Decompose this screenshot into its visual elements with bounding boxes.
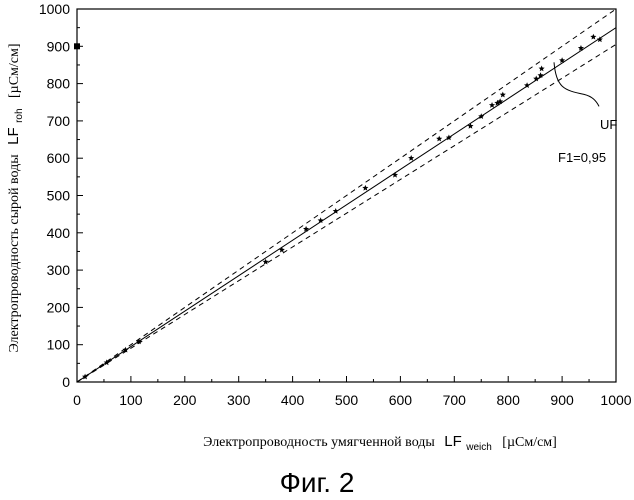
plot-area: 0 100 200 300 400 500 600 700 800 900 1000 0 100 200 3… bbox=[39, 1, 632, 408]
y-axis-title-symbol: LF bbox=[5, 127, 22, 145]
data-point bbox=[392, 172, 398, 178]
annotation-f1: F1=0,95 bbox=[558, 150, 606, 165]
x-tick-label: 400 bbox=[281, 392, 305, 408]
data-point bbox=[467, 123, 473, 129]
x-axis-title-symbol: LF bbox=[444, 433, 462, 450]
y-axis-title-subscript: roh bbox=[14, 108, 25, 122]
data-point bbox=[489, 102, 495, 108]
data-point bbox=[408, 155, 414, 161]
data-point-square bbox=[74, 43, 80, 49]
x-tick-label: 200 bbox=[173, 392, 197, 408]
y-axis-title-text: Электропроводность сырой воды bbox=[7, 154, 22, 353]
data-point bbox=[303, 226, 309, 232]
data-point bbox=[500, 92, 506, 98]
y-tick-label: 500 bbox=[47, 188, 71, 204]
y-tick-label: 600 bbox=[47, 150, 71, 166]
figure-caption: Фиг. 2 bbox=[280, 467, 355, 498]
x-tick-label: 0 bbox=[73, 392, 81, 408]
x-tick-label: 300 bbox=[227, 392, 251, 408]
y-tick-label: 400 bbox=[47, 225, 71, 241]
y-tick-label: 0 bbox=[62, 374, 70, 390]
annotation-uf: UF bbox=[600, 117, 617, 132]
x-tick-label: 600 bbox=[389, 392, 413, 408]
y-tick-label: 300 bbox=[47, 262, 71, 278]
y-axis-title: Электропроводность сырой воды LF roh [µС… bbox=[5, 43, 26, 352]
x-axis-title-text: Электропроводность умягченной воды bbox=[203, 435, 435, 450]
x-tick-label: 100 bbox=[119, 392, 143, 408]
x-tick-label: 700 bbox=[443, 392, 467, 408]
data-point bbox=[279, 247, 285, 253]
x-axis-title: Электропроводность умягченной воды LF we… bbox=[203, 433, 557, 454]
y-tick-label: 1000 bbox=[39, 1, 70, 17]
data-point bbox=[539, 65, 545, 71]
y-axis-title-unit: [µСм/см] bbox=[7, 43, 22, 98]
y-tick-label: 700 bbox=[47, 113, 71, 129]
data-point bbox=[436, 136, 442, 142]
y-tick-label: 900 bbox=[47, 38, 71, 54]
x-axis-title-subscript: weich bbox=[465, 442, 492, 453]
x-tick-label: 500 bbox=[335, 392, 359, 408]
tolerance-line bbox=[77, 44, 616, 382]
x-tick-label: 800 bbox=[497, 392, 521, 408]
data-point bbox=[362, 185, 368, 191]
data-point bbox=[590, 34, 596, 40]
x-tick-label: 900 bbox=[550, 392, 574, 408]
tolerance-line bbox=[77, 9, 616, 382]
y-tick-label: 200 bbox=[47, 299, 71, 315]
x-axis-title-unit: [µСм/см] bbox=[502, 435, 557, 450]
x-tick-label: 1000 bbox=[600, 392, 631, 408]
y-tick-label: 100 bbox=[47, 337, 71, 353]
y-tick-label: 800 bbox=[47, 76, 71, 92]
data-point bbox=[578, 45, 584, 51]
